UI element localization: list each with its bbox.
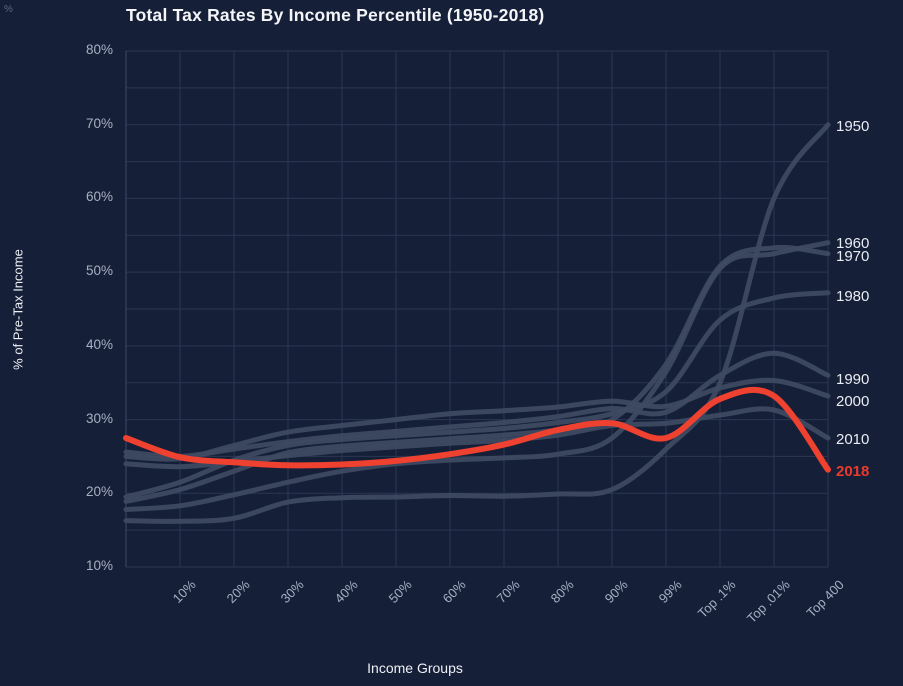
y-tick-60: 60% <box>85 189 113 204</box>
y-axis-title: % of Pre-Tax Income <box>10 249 26 370</box>
y-tick-30: 30% <box>85 411 113 426</box>
series-label-1980: 1980 <box>836 288 870 305</box>
series-label-1950: 1950 <box>836 118 870 135</box>
series-label-2000: 2000 <box>836 393 870 410</box>
y-tick-40: 40% <box>85 337 113 352</box>
y-tick-80: 80% <box>85 42 113 57</box>
series-label-1990: 1990 <box>836 371 870 388</box>
series-label-1960: 1960 <box>836 235 870 252</box>
series-label-2010: 2010 <box>836 431 870 448</box>
x-axis-title: Income Groups <box>367 660 463 676</box>
series-label-2018: 2018 <box>836 463 870 480</box>
y-tick-70: 70% <box>85 116 113 131</box>
chart-title: Total Tax Rates By Income Percentile (19… <box>126 5 545 25</box>
y-tick-20: 20% <box>85 484 113 499</box>
y-tick-50: 50% <box>85 263 113 278</box>
series-label-1970: 1970 <box>836 248 870 265</box>
y-tick-10: 10% <box>85 558 113 573</box>
corner-artifact: % <box>4 4 15 15</box>
